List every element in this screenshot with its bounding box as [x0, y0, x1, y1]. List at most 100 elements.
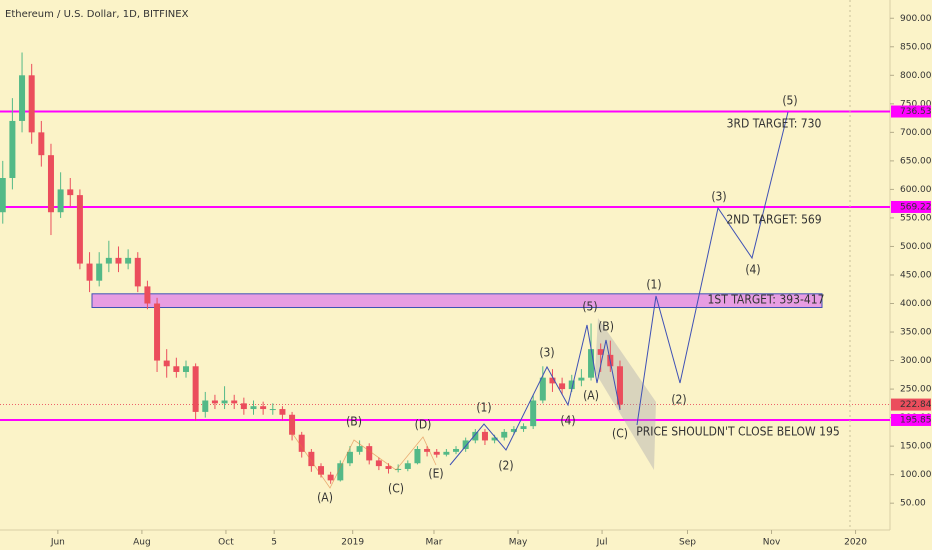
annotation: 1ST TARGET: 393-417 [708, 293, 825, 307]
annotation: (3) [539, 346, 554, 360]
candle-body [539, 377, 546, 401]
candle-body [38, 132, 45, 156]
candle-body [105, 257, 112, 264]
target-zone [91, 293, 823, 309]
candle-body [125, 257, 132, 264]
candle-body [57, 189, 64, 213]
x-tick-label: May [509, 538, 528, 548]
candle-body [385, 466, 392, 469]
candles [0, 52, 623, 484]
candle-body [520, 426, 527, 430]
candle-body [154, 303, 161, 361]
candle-body [597, 349, 604, 355]
candle-body [472, 431, 479, 441]
candle-body [530, 400, 537, 427]
candle-body [28, 75, 35, 133]
candle-body [231, 400, 238, 404]
candle-body [269, 409, 276, 411]
x-tick-label: Aug [133, 538, 151, 548]
candle-body [462, 440, 469, 449]
annotation: (5) [782, 94, 797, 108]
candle-body [211, 400, 218, 404]
candle-body [491, 437, 498, 441]
candle-body [298, 434, 305, 452]
x-tick-label: Nov [763, 538, 781, 548]
candle-body [327, 474, 334, 481]
annotation: (5) [582, 300, 597, 314]
candle-body [192, 366, 199, 412]
annotation: (A) [583, 389, 599, 403]
x-tick-label: 2020 [844, 538, 867, 548]
candle-body [337, 463, 344, 481]
zone-layer [0, 110, 890, 421]
x-tick-label: Sep [679, 538, 696, 548]
annotation: (A) [317, 491, 333, 505]
annotation: PRICE SHOULDN'T CLOSE BELOW 195 [636, 425, 839, 439]
y-tick-label: 450.00 [900, 270, 932, 280]
candle-body [0, 177, 6, 213]
y-tick-label: 400.00 [900, 299, 932, 309]
price-tag [891, 398, 931, 411]
candle-body [424, 448, 431, 452]
candle-body [279, 409, 286, 415]
y-tick-label: 650.00 [900, 156, 932, 166]
x-tick-label: 2019 [341, 538, 364, 548]
candle-body [356, 446, 363, 452]
candle-body [163, 360, 170, 367]
annotation: (1) [646, 278, 661, 292]
y-tick-label: 750.00 [900, 99, 932, 109]
y-tick-label: 500.00 [900, 242, 932, 252]
y-tick-label: 900.00 [900, 14, 932, 24]
annotation: (3) [711, 190, 726, 204]
candle-body [221, 400, 228, 404]
y-tick-label: 150.00 [900, 442, 932, 452]
x-tick-label: 5 [271, 538, 277, 548]
candle-body [260, 406, 267, 410]
wave-path [449, 324, 621, 466]
candle-body [115, 257, 122, 264]
candle-body [433, 451, 440, 455]
price-tag [891, 413, 931, 426]
candle-body [588, 349, 595, 378]
annotation: (2) [671, 393, 686, 407]
y-tick-label: 50.00 [900, 499, 926, 509]
x-tick-label: Jul [596, 538, 608, 548]
candle-body [9, 120, 16, 178]
candle-body [366, 446, 373, 461]
price-tag [891, 105, 931, 118]
annotation: (4) [745, 263, 760, 277]
y-tick-label: 550.00 [900, 213, 932, 223]
candle-body [86, 263, 93, 281]
x-tick-label: Mar [425, 538, 442, 548]
price-tag [891, 200, 931, 213]
candle-body [375, 460, 382, 467]
candle-body [549, 377, 556, 384]
candle-body [134, 257, 141, 287]
annotation: (B) [346, 415, 362, 429]
candle-body [318, 466, 325, 475]
candle-body [67, 189, 74, 196]
price-tag-label: 569.22 [900, 202, 932, 212]
correction-path [289, 429, 437, 489]
candle-body [96, 263, 103, 281]
candle-body [395, 468, 402, 470]
price-tag-label: 195.85 [900, 415, 932, 425]
candle-body [76, 195, 83, 264]
price-tag-label: 222.84 [900, 400, 932, 410]
y-tick-label: 850.00 [900, 42, 932, 52]
y-tick-label: 700.00 [900, 128, 932, 138]
candle-body [578, 377, 585, 381]
annotation: (E) [428, 467, 443, 481]
candle-body [559, 383, 566, 390]
y-tick-label: 350.00 [900, 328, 932, 338]
candle-body [453, 448, 460, 452]
candle-body [173, 366, 180, 372]
chart-title: Ethereum / U.S. Dollar, 1D, BITFINEX [5, 9, 189, 20]
candle-body [616, 366, 623, 405]
candle-body [240, 403, 247, 410]
annotation: (2) [498, 459, 513, 473]
annotation: 3RD TARGET: 730 [727, 117, 822, 131]
candle-body [414, 448, 421, 464]
